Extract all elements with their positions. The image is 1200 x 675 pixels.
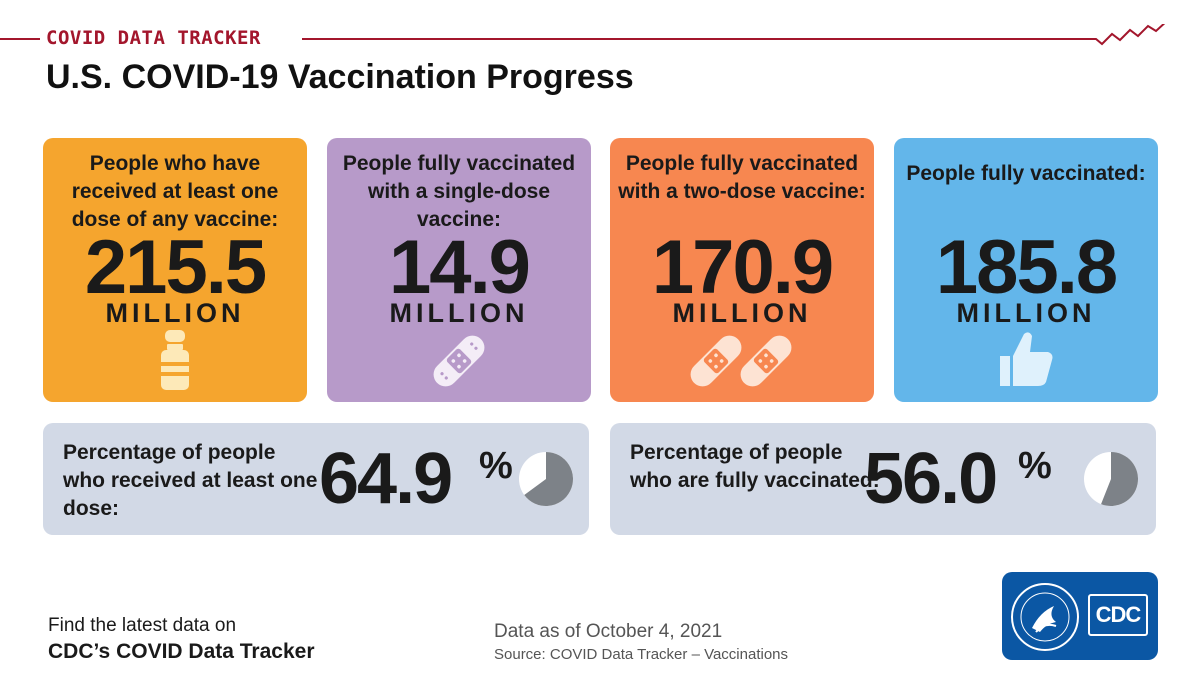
- hhs-seal-icon: [1011, 583, 1079, 651]
- header-row: COVID DATA TRACKER: [0, 24, 1200, 54]
- percent-label: Percentage of people who are fully vacci…: [630, 441, 880, 492]
- stat-card-fully-vaccinated: People fully vaccinated: 185.8 MILLION: [894, 138, 1158, 402]
- percent-sign: %: [1018, 445, 1052, 487]
- tracker-label: COVID DATA TRACKER: [46, 27, 261, 49]
- card-label: People who have received at least one do…: [71, 152, 279, 231]
- percent-sign: %: [479, 445, 513, 487]
- card-label: People fully vaccinated with a single-do…: [342, 152, 576, 231]
- card-label: People fully vaccinated with a two-dose …: [618, 152, 866, 203]
- stat-card-one-dose: People who have received at least one do…: [43, 138, 307, 402]
- card-unit: MILLION: [672, 298, 812, 328]
- footer-cta: Find the latest data on CDC’s COVID Data…: [48, 614, 315, 666]
- thumbs-up-icon: [1000, 332, 1053, 386]
- bandage-icon: [433, 335, 485, 387]
- percent-label: Percentage of people who received at lea…: [63, 441, 318, 520]
- stat-card-single-dose: People fully vaccinated with a single-do…: [327, 138, 591, 402]
- card-unit: MILLION: [389, 298, 529, 328]
- percent-panel-fully-vaccinated: Percentage of people who are fully vacci…: [610, 423, 1156, 535]
- pie-slice: [524, 452, 574, 506]
- two-bandages-icon: [690, 335, 792, 387]
- trend-spark-icon: [1082, 24, 1166, 46]
- source-text: Source: COVID Data Tracker – Vaccination…: [494, 646, 789, 663]
- percent-value: 64.9: [319, 439, 453, 519]
- card-value: 215.5: [84, 225, 267, 310]
- card-value: 170.9: [651, 225, 834, 310]
- card-unit: MILLION: [105, 298, 245, 328]
- percent-value: 56.0: [864, 439, 998, 519]
- hhs-cdc-logo: CDC: [1002, 572, 1158, 660]
- pie-chart-icon: [1084, 452, 1139, 506]
- page-title: U.S. COVID-19 Vaccination Progress: [46, 58, 634, 96]
- header-rule-right: [302, 38, 1084, 40]
- data-source-info: Data as of October 4, 2021 Source: COVID…: [494, 621, 788, 665]
- stat-card-two-dose: People fully vaccinated with a two-dose …: [610, 138, 874, 402]
- vaccine-vial-icon: [161, 330, 189, 390]
- find-latest-text: Find the latest data on: [48, 615, 237, 636]
- header-rule-left: [0, 38, 40, 40]
- data-tracker-link[interactable]: CDC’s COVID Data Tracker: [48, 640, 315, 663]
- cdc-logo-text: CDC: [1088, 594, 1148, 636]
- pie-slice: [1101, 452, 1139, 506]
- percent-panel-one-dose: Percentage of people who received at lea…: [43, 423, 589, 535]
- card-value: 14.9: [389, 225, 531, 310]
- card-value: 185.8: [935, 225, 1118, 310]
- card-unit: MILLION: [956, 298, 1096, 328]
- data-date: Data as of October 4, 2021: [494, 621, 723, 642]
- pie-chart-icon: [519, 452, 574, 506]
- card-label: People fully vaccinated:: [906, 162, 1146, 185]
